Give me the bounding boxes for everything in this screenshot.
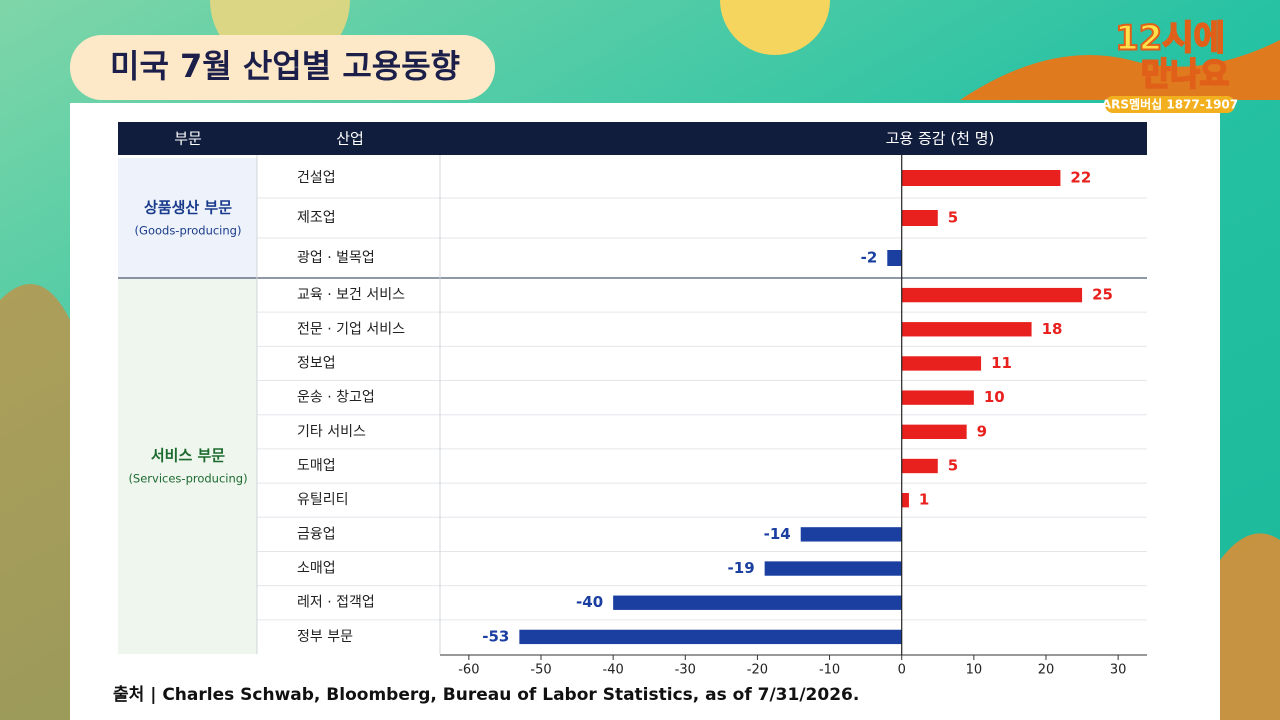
column-header: 부문 [174, 130, 202, 148]
logo-sub: ARS멤버십 1877-1907 [1102, 97, 1238, 112]
bar [901, 424, 967, 439]
data-label: 5 [948, 209, 958, 227]
logo-badge [1105, 96, 1235, 113]
logo: 만나요 [1141, 55, 1229, 93]
decor [0, 284, 70, 720]
x-tick-label: -20 [747, 663, 768, 678]
title: 미국 7월 산업별 고용동향 [110, 47, 460, 85]
data-label: 9 [977, 422, 987, 440]
decor [720, 0, 830, 55]
x-tick-label: 20 [1038, 663, 1055, 678]
x-tick-label: -50 [530, 663, 551, 678]
bar [887, 250, 902, 266]
x-tick-label: -40 [603, 663, 624, 678]
bar [613, 595, 902, 610]
group-name: 서비스 부문 [151, 447, 225, 465]
data-label: 22 [1070, 169, 1091, 187]
column-header: 산업 [336, 130, 364, 148]
bar [764, 561, 902, 576]
category-label: 레저 · 접객업 [297, 595, 375, 611]
category-label: 운송 · 창고업 [297, 390, 375, 406]
x-tick-label: -60 [458, 663, 479, 678]
bar [800, 527, 902, 542]
bar [901, 170, 1061, 186]
data-label: -14 [764, 525, 791, 543]
logo: 12시에 [1115, 19, 1225, 59]
data-label: 5 [948, 457, 958, 475]
data-label: 25 [1092, 286, 1113, 304]
column-header: 고용 증감 (천 명) [886, 130, 995, 148]
group-subtitle: (Services-producing) [128, 472, 247, 486]
bar [519, 629, 902, 645]
x-tick-label: 30 [1110, 663, 1127, 678]
category-label: 정부 부문 [297, 629, 353, 645]
category-label: 정보업 [297, 355, 336, 371]
category-label: 전문 · 기업 서비스 [297, 321, 405, 337]
bar [901, 356, 982, 371]
group-cell [118, 278, 257, 654]
category-label: 유틸리티 [297, 492, 349, 508]
source: 출처 | Charles Schwab, Bloomberg, Bureau o… [113, 685, 859, 705]
category-label: 도매업 [297, 458, 336, 474]
group-subtitle: (Goods-producing) [135, 224, 242, 238]
data-label: -2 [861, 249, 878, 267]
data-label: 11 [991, 354, 1012, 372]
x-tick-label: -10 [819, 663, 840, 678]
category-label: 소매업 [297, 561, 336, 577]
category-label: 금융업 [297, 526, 336, 542]
bar [901, 210, 938, 226]
category-label: 광업 · 벌목업 [297, 250, 375, 266]
data-label: 10 [984, 388, 1005, 406]
bar [901, 322, 1032, 337]
data-label: -53 [482, 627, 509, 645]
title-pill [70, 35, 495, 100]
data-label: 1 [919, 491, 929, 509]
category-label: 기타 서비스 [297, 424, 366, 440]
data-label: -19 [728, 559, 755, 577]
x-tick-label: 10 [966, 663, 983, 678]
x-tick-label: -30 [675, 663, 696, 678]
group-name: 상품생산 부문 [144, 199, 232, 217]
panel [70, 103, 1220, 720]
category-label: 건설업 [297, 170, 336, 186]
bar [901, 390, 974, 405]
group-cell [118, 158, 257, 278]
data-label: -40 [576, 593, 603, 611]
decor [960, 40, 1280, 100]
x-tick-label: 0 [898, 663, 906, 678]
bar [901, 287, 1083, 303]
decor [1220, 533, 1280, 720]
bar [901, 493, 909, 508]
table-header [118, 122, 1147, 155]
data-label: 18 [1042, 320, 1063, 338]
category-label: 제조업 [297, 210, 336, 226]
category-label: 교육 · 보건 서비스 [297, 287, 405, 303]
bar [901, 458, 938, 474]
